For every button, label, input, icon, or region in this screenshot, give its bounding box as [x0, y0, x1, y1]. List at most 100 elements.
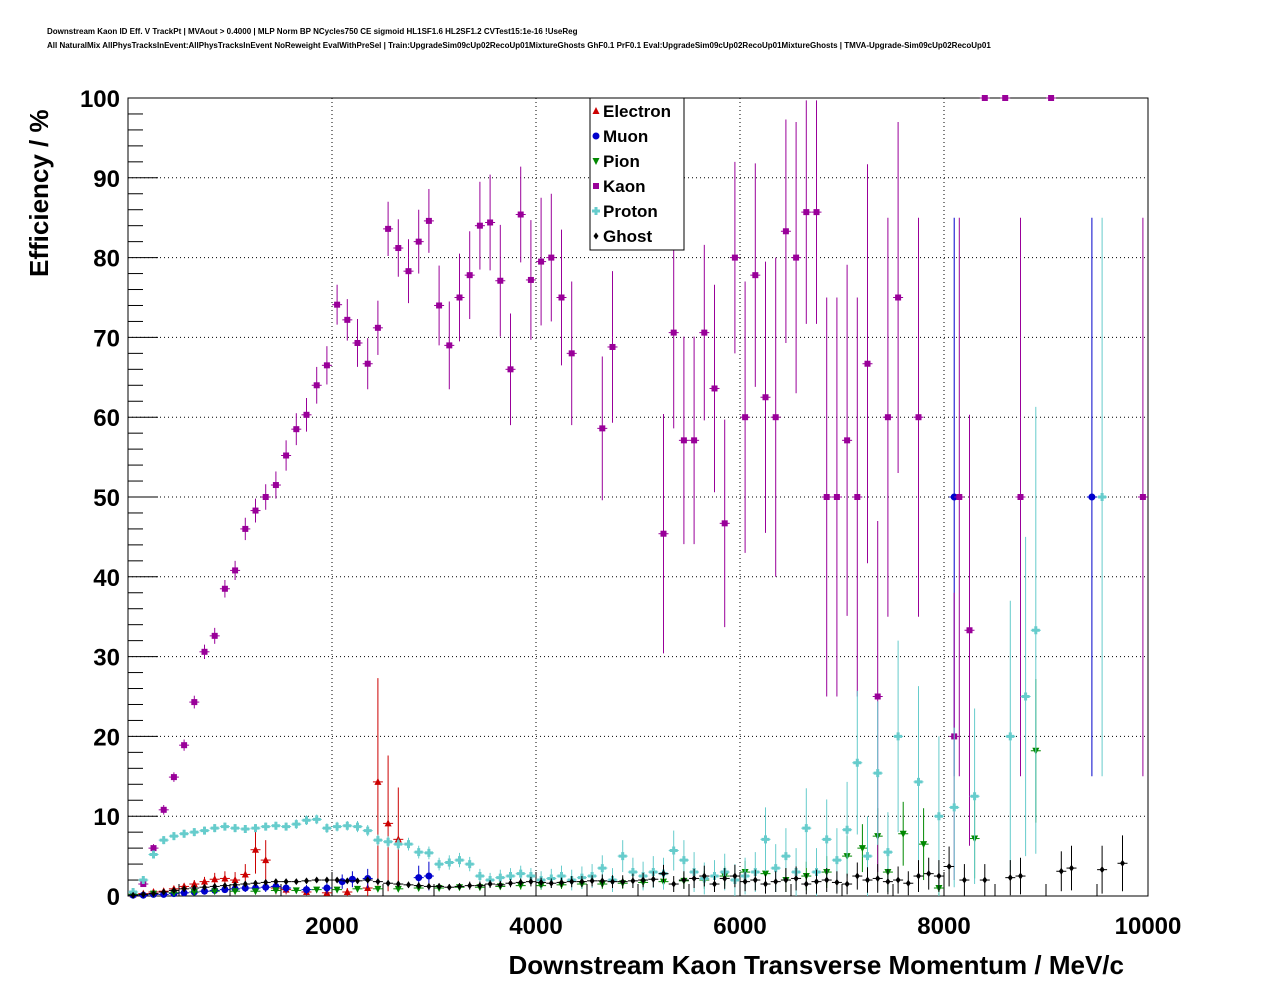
data-point	[202, 883, 207, 891]
data-point	[761, 835, 770, 844]
data-point	[864, 360, 871, 367]
data-point	[293, 426, 300, 433]
data-point	[874, 693, 881, 700]
data-point	[742, 878, 748, 886]
data-point	[354, 339, 361, 346]
data-point	[191, 699, 198, 706]
data-point	[221, 886, 229, 894]
data-point	[241, 824, 250, 833]
data-point	[506, 872, 515, 881]
data-point	[731, 254, 738, 261]
data-point	[671, 880, 677, 888]
data-point	[670, 329, 677, 336]
data-point	[538, 878, 544, 886]
data-point	[936, 872, 942, 880]
data-point	[487, 219, 494, 226]
data-point	[914, 777, 923, 786]
data-point	[293, 878, 299, 886]
data-point	[1007, 874, 1013, 882]
data-point	[221, 585, 228, 592]
data-point	[201, 648, 208, 655]
data-point	[313, 382, 320, 389]
data-point	[140, 890, 146, 898]
data-point	[426, 882, 432, 890]
data-point	[130, 891, 136, 899]
data-point	[487, 880, 493, 888]
data-point	[222, 882, 228, 890]
data-point	[1099, 866, 1105, 874]
data-point	[934, 812, 943, 821]
x-tick-label: 2000	[305, 913, 358, 940]
data-point	[242, 880, 248, 888]
data-point	[843, 825, 852, 834]
data-point	[895, 294, 902, 301]
data-point	[323, 884, 331, 892]
y-tick-label: 30	[93, 645, 120, 672]
data-point	[170, 774, 177, 781]
data-point	[151, 890, 156, 898]
data-point	[262, 883, 270, 891]
y-tick-label: 70	[93, 325, 120, 352]
data-point	[1048, 95, 1055, 101]
data-point	[344, 877, 350, 885]
data-point	[404, 840, 413, 849]
y-tick-label: 20	[93, 724, 120, 751]
data-point	[139, 876, 148, 885]
data-point	[455, 856, 464, 865]
data-point	[241, 870, 249, 878]
data-point	[416, 882, 422, 890]
data-point	[150, 845, 157, 852]
data-point	[833, 494, 840, 500]
data-point	[262, 856, 270, 864]
data-point	[445, 858, 454, 867]
data-point	[875, 874, 881, 882]
data-point	[884, 414, 891, 421]
data-point	[338, 878, 346, 886]
data-point	[854, 872, 860, 880]
data-point	[231, 876, 239, 884]
data-point	[669, 846, 678, 855]
data-point	[200, 826, 209, 835]
legend-marker-kaon	[593, 183, 599, 189]
data-point	[950, 493, 958, 501]
data-point	[271, 821, 280, 830]
data-point	[272, 887, 280, 895]
data-point	[496, 873, 505, 882]
data-point	[334, 301, 341, 308]
data-point	[630, 877, 636, 885]
data-point	[425, 217, 432, 224]
data-point	[497, 881, 503, 889]
data-point	[425, 872, 433, 880]
data-point	[231, 824, 240, 833]
data-point	[415, 874, 423, 882]
data-point	[273, 878, 279, 886]
legend-marker-pion	[592, 158, 600, 165]
data-point	[251, 824, 260, 833]
data-point	[721, 520, 728, 527]
data-point	[414, 848, 423, 857]
data-point	[803, 209, 810, 216]
data-point	[516, 869, 525, 878]
data-point	[508, 879, 513, 887]
data-point	[344, 316, 351, 323]
data-point	[467, 882, 473, 890]
data-point	[557, 872, 566, 881]
data-point	[920, 841, 928, 849]
data-point	[312, 815, 321, 824]
data-point	[394, 840, 403, 849]
data-point	[961, 876, 967, 884]
data-point	[424, 848, 433, 857]
legend-label-pion: Pion	[603, 152, 640, 171]
x-tick-label: 8000	[917, 913, 970, 940]
header-line-1: Downstream Kaon ID Eff. V TrackPt | MVAo…	[47, 27, 578, 36]
data-point	[863, 852, 872, 861]
data-point	[854, 494, 861, 500]
data-point	[853, 758, 862, 767]
data-point	[1021, 692, 1030, 701]
data-point	[180, 889, 188, 897]
data-point	[527, 276, 534, 283]
data-point	[252, 507, 259, 514]
data-point	[353, 822, 362, 831]
data-point	[712, 880, 717, 888]
